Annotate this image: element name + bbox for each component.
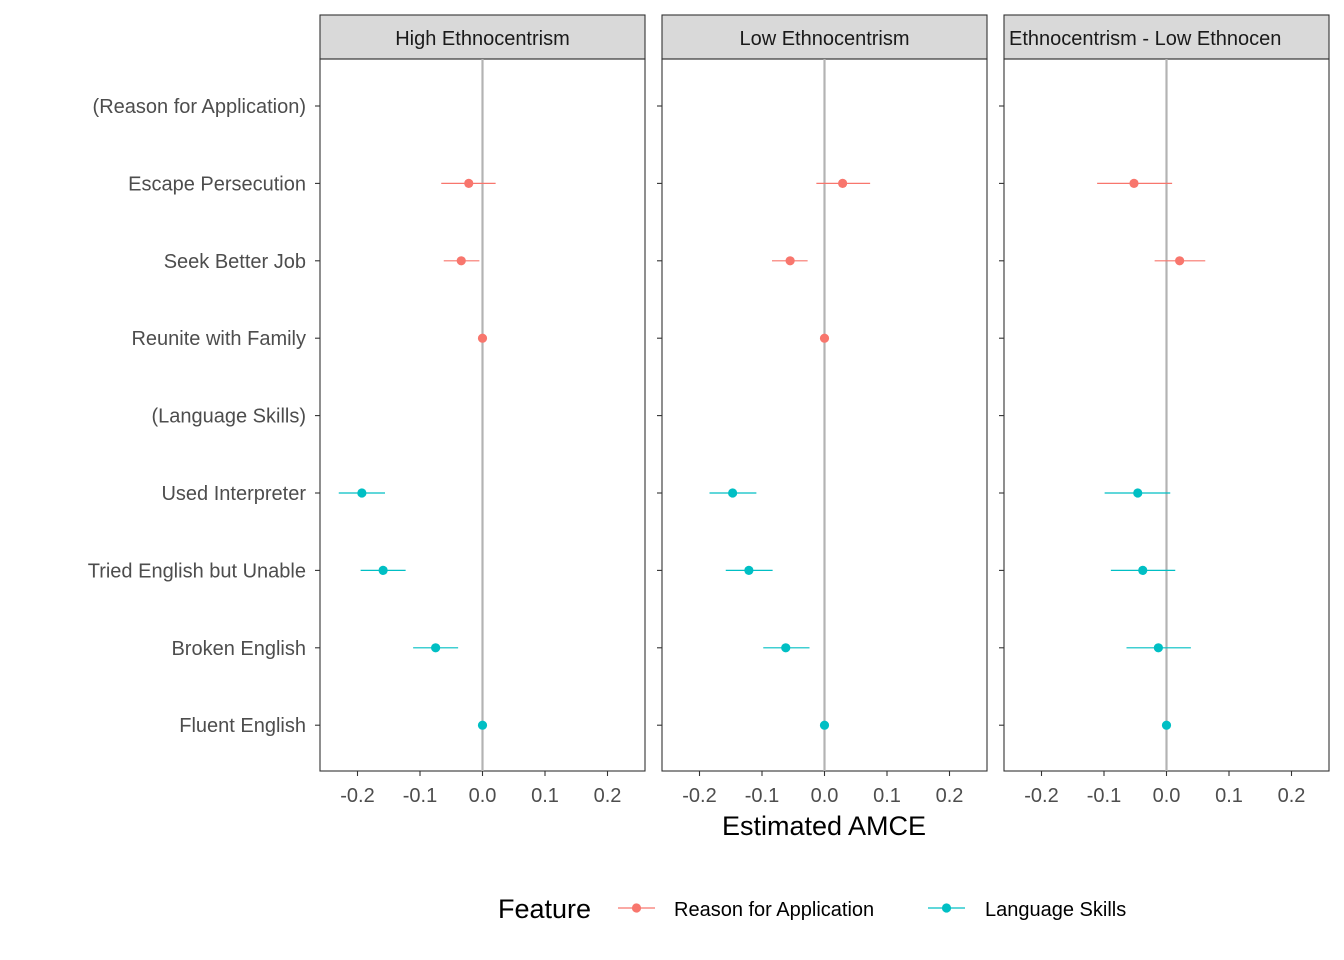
x-tick-label: -0.1 xyxy=(403,785,437,807)
data-point xyxy=(819,333,830,343)
data-point xyxy=(456,256,466,266)
data-point xyxy=(477,720,488,730)
data-point xyxy=(785,256,795,266)
data-point xyxy=(728,488,738,498)
legend-label: Reason for Application xyxy=(674,899,874,921)
x-tick-label: 0.1 xyxy=(531,785,559,807)
data-point xyxy=(1129,178,1139,188)
data-point xyxy=(357,488,367,498)
legend-key-point xyxy=(941,903,952,913)
y-tick-label: Broken English xyxy=(171,638,306,660)
data-point xyxy=(1133,488,1143,498)
facet-strip xyxy=(661,14,988,60)
x-tick-label: 0.2 xyxy=(1278,785,1306,807)
facet-strip xyxy=(319,14,646,60)
facet-title: High Ethnocentrism xyxy=(395,28,570,50)
y-tick-label: Used Interpreter xyxy=(161,483,306,505)
y-tick-label: Seek Better Job xyxy=(164,251,306,273)
y-tick-label: (Language Skills) xyxy=(151,406,306,428)
y-tick-label: Escape Persecution xyxy=(128,173,306,195)
legend-label: Language Skills xyxy=(985,899,1126,921)
x-tick-label: 0.0 xyxy=(1153,785,1181,807)
facet-title: Ethnocentrism - Low Ethnocen xyxy=(1009,28,1281,50)
y-tick-label: Tried English but Unable xyxy=(88,560,306,582)
data-point xyxy=(744,565,754,576)
data-point xyxy=(819,720,830,730)
data-point xyxy=(477,333,488,343)
facet-title: Low Ethnocentrism xyxy=(739,28,909,50)
data-point xyxy=(378,565,388,576)
x-tick-label: -0.2 xyxy=(340,785,374,807)
x-axis-title: Estimated AMCE xyxy=(722,811,926,841)
y-tick-label: Reunite with Family xyxy=(131,328,306,350)
x-tick-label: -0.2 xyxy=(682,785,716,807)
data-point xyxy=(431,643,441,653)
data-point xyxy=(1161,720,1172,730)
legend-key-point xyxy=(631,903,642,913)
x-tick-label: 0.0 xyxy=(469,785,497,807)
x-tick-label: -0.2 xyxy=(1024,785,1058,807)
data-point xyxy=(838,178,848,188)
legend-title: Feature xyxy=(498,894,591,924)
data-point xyxy=(1175,256,1185,266)
x-tick-label: 0.1 xyxy=(1215,785,1243,807)
x-tick-label: 0.1 xyxy=(873,785,901,807)
y-tick-label: (Reason for Application) xyxy=(93,96,306,118)
x-tick-label: 0.2 xyxy=(936,785,964,807)
x-tick-label: 0.2 xyxy=(594,785,622,807)
x-tick-label: -0.1 xyxy=(745,785,779,807)
data-point xyxy=(781,643,791,653)
facet-strip xyxy=(1003,14,1330,60)
x-tick-label: 0.0 xyxy=(811,785,839,807)
data-point xyxy=(1138,565,1148,576)
y-tick-label: Fluent English xyxy=(179,715,306,737)
x-tick-label: -0.1 xyxy=(1087,785,1121,807)
data-point xyxy=(464,178,474,188)
data-point xyxy=(1153,643,1163,653)
